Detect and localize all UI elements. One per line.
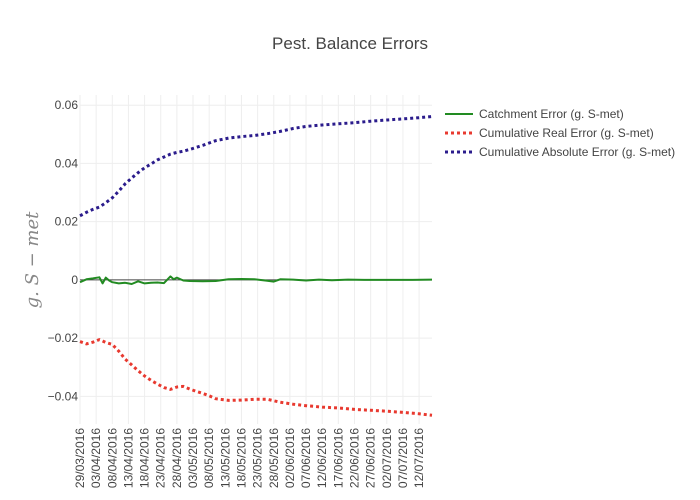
catchment-error-line [79, 275, 433, 285]
y-axis-label: g. S − met [22, 211, 43, 309]
legend-label: Cumulative Real Error (g. S-met) [479, 126, 654, 140]
x-tick-label: 23/05/2016 [251, 428, 265, 488]
x-tick-label: 12/06/2016 [315, 428, 329, 488]
x-tick-label: 23/04/2016 [154, 428, 168, 488]
x-tick-label: 28/04/2016 [170, 428, 184, 488]
legend[interactable]: Catchment Error (g. S-met) Cumulative Rea… [445, 107, 675, 159]
legend-item-catchment-error[interactable]: Catchment Error (g. S-met) [445, 107, 624, 121]
y-tick-label: 0 [71, 273, 78, 287]
x-tick-label: 18/05/2016 [234, 428, 248, 488]
grid-layer [79, 95, 432, 424]
x-tick-label: 08/04/2016 [105, 428, 119, 488]
x-tick-label: 07/06/2016 [299, 428, 313, 488]
x-tick-label: 29/03/2016 [73, 428, 87, 488]
axis-layer: 29/03/2016 03/04/2016 08/04/2016 13/04/2016… [48, 98, 426, 488]
x-tick-label: 07/07/2016 [396, 428, 410, 488]
y-tick-label: 0.06 [55, 98, 79, 112]
x-tick-label: 22/06/2016 [347, 428, 361, 488]
x-tick-label: 08/05/2016 [202, 428, 216, 488]
x-tick-label: 02/07/2016 [380, 428, 394, 488]
x-tick-label: 03/05/2016 [186, 428, 200, 488]
x-tick-label: 12/07/2016 [412, 428, 426, 488]
y-tick-label: 0.04 [55, 156, 79, 170]
legend-item-cumulative-real-error[interactable]: Cumulative Real Error (g. S-met) [445, 126, 654, 140]
x-tick-label: 28/05/2016 [267, 428, 281, 488]
x-tick-label: 02/06/2016 [283, 428, 297, 488]
legend-item-cumulative-absolute-error[interactable]: Cumulative Absolute Error (g. S-met) [445, 145, 675, 159]
x-tick-label: 13/05/2016 [218, 428, 232, 488]
legend-label: Cumulative Absolute Error (g. S-met) [479, 145, 675, 159]
legend-label: Catchment Error (g. S-met) [479, 107, 624, 121]
cumulative-real-error-line [79, 338, 433, 417]
y-tick-label: −0.04 [48, 389, 79, 403]
y-tick-label: −0.02 [48, 331, 79, 345]
y-tick-label: 0.02 [55, 215, 79, 229]
chart-title: Pest. Balance Errors [272, 34, 428, 53]
x-tick-label: 17/06/2016 [331, 428, 345, 488]
x-tick-label: 13/04/2016 [121, 428, 135, 488]
x-tick-label: 27/06/2016 [364, 428, 378, 488]
series-layer [79, 115, 433, 417]
x-tick-label: 18/04/2016 [138, 428, 152, 488]
x-tick-label: 03/04/2016 [89, 428, 103, 488]
